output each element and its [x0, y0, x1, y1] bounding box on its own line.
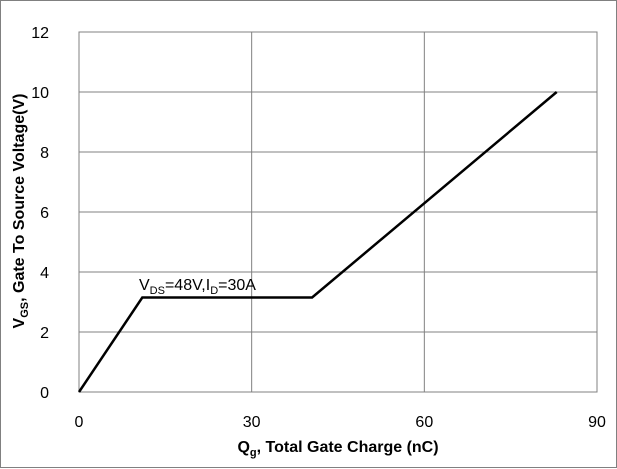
condition-annotation: VDS=48V,ID=30A — [139, 277, 256, 297]
y-title-sub: GS — [19, 302, 31, 318]
y-tick-label: 8 — [40, 145, 49, 162]
annotation-vds-v: V — [139, 277, 150, 294]
x-tick-label: 60 — [415, 414, 433, 431]
y-tick-label: 0 — [40, 385, 49, 402]
y-tick-label: 2 — [40, 325, 49, 342]
y-tick-label: 10 — [31, 85, 49, 102]
series-line — [77, 91, 558, 393]
y-axis-title: VGS, Gate To Source Voltage(V) — [11, 94, 31, 329]
x-tick-label: 0 — [75, 414, 84, 431]
x-tick-label: 30 — [243, 414, 261, 431]
y-tick-label: 6 — [40, 205, 49, 222]
annotation-id-value: =30A — [218, 277, 256, 294]
x-tick-label: 90 — [588, 414, 606, 431]
y-title-rest: , Gate To Source Voltage(V) — [11, 94, 28, 302]
y-title-main: V — [11, 317, 28, 328]
x-title-main: Q — [237, 439, 249, 456]
annotation-vds-sub: DS — [150, 285, 165, 297]
annotation-vds-value: =48V,I — [165, 277, 210, 294]
tick-labels: 0 2 4 6 8 10 12 0 30 60 90 — [31, 25, 606, 431]
y-tick-label: 12 — [31, 25, 49, 42]
x-title-rest: , Total Gate Charge (nC) — [257, 439, 439, 456]
grid — [78, 31, 598, 393]
x-title-sub: g — [250, 447, 257, 459]
y-tick-label: 4 — [40, 265, 49, 282]
plot-area-border — [78, 31, 598, 393]
annotation-id-sub: D — [210, 285, 218, 297]
x-axis-title: Qg, Total Gate Charge (nC) — [237, 439, 438, 459]
